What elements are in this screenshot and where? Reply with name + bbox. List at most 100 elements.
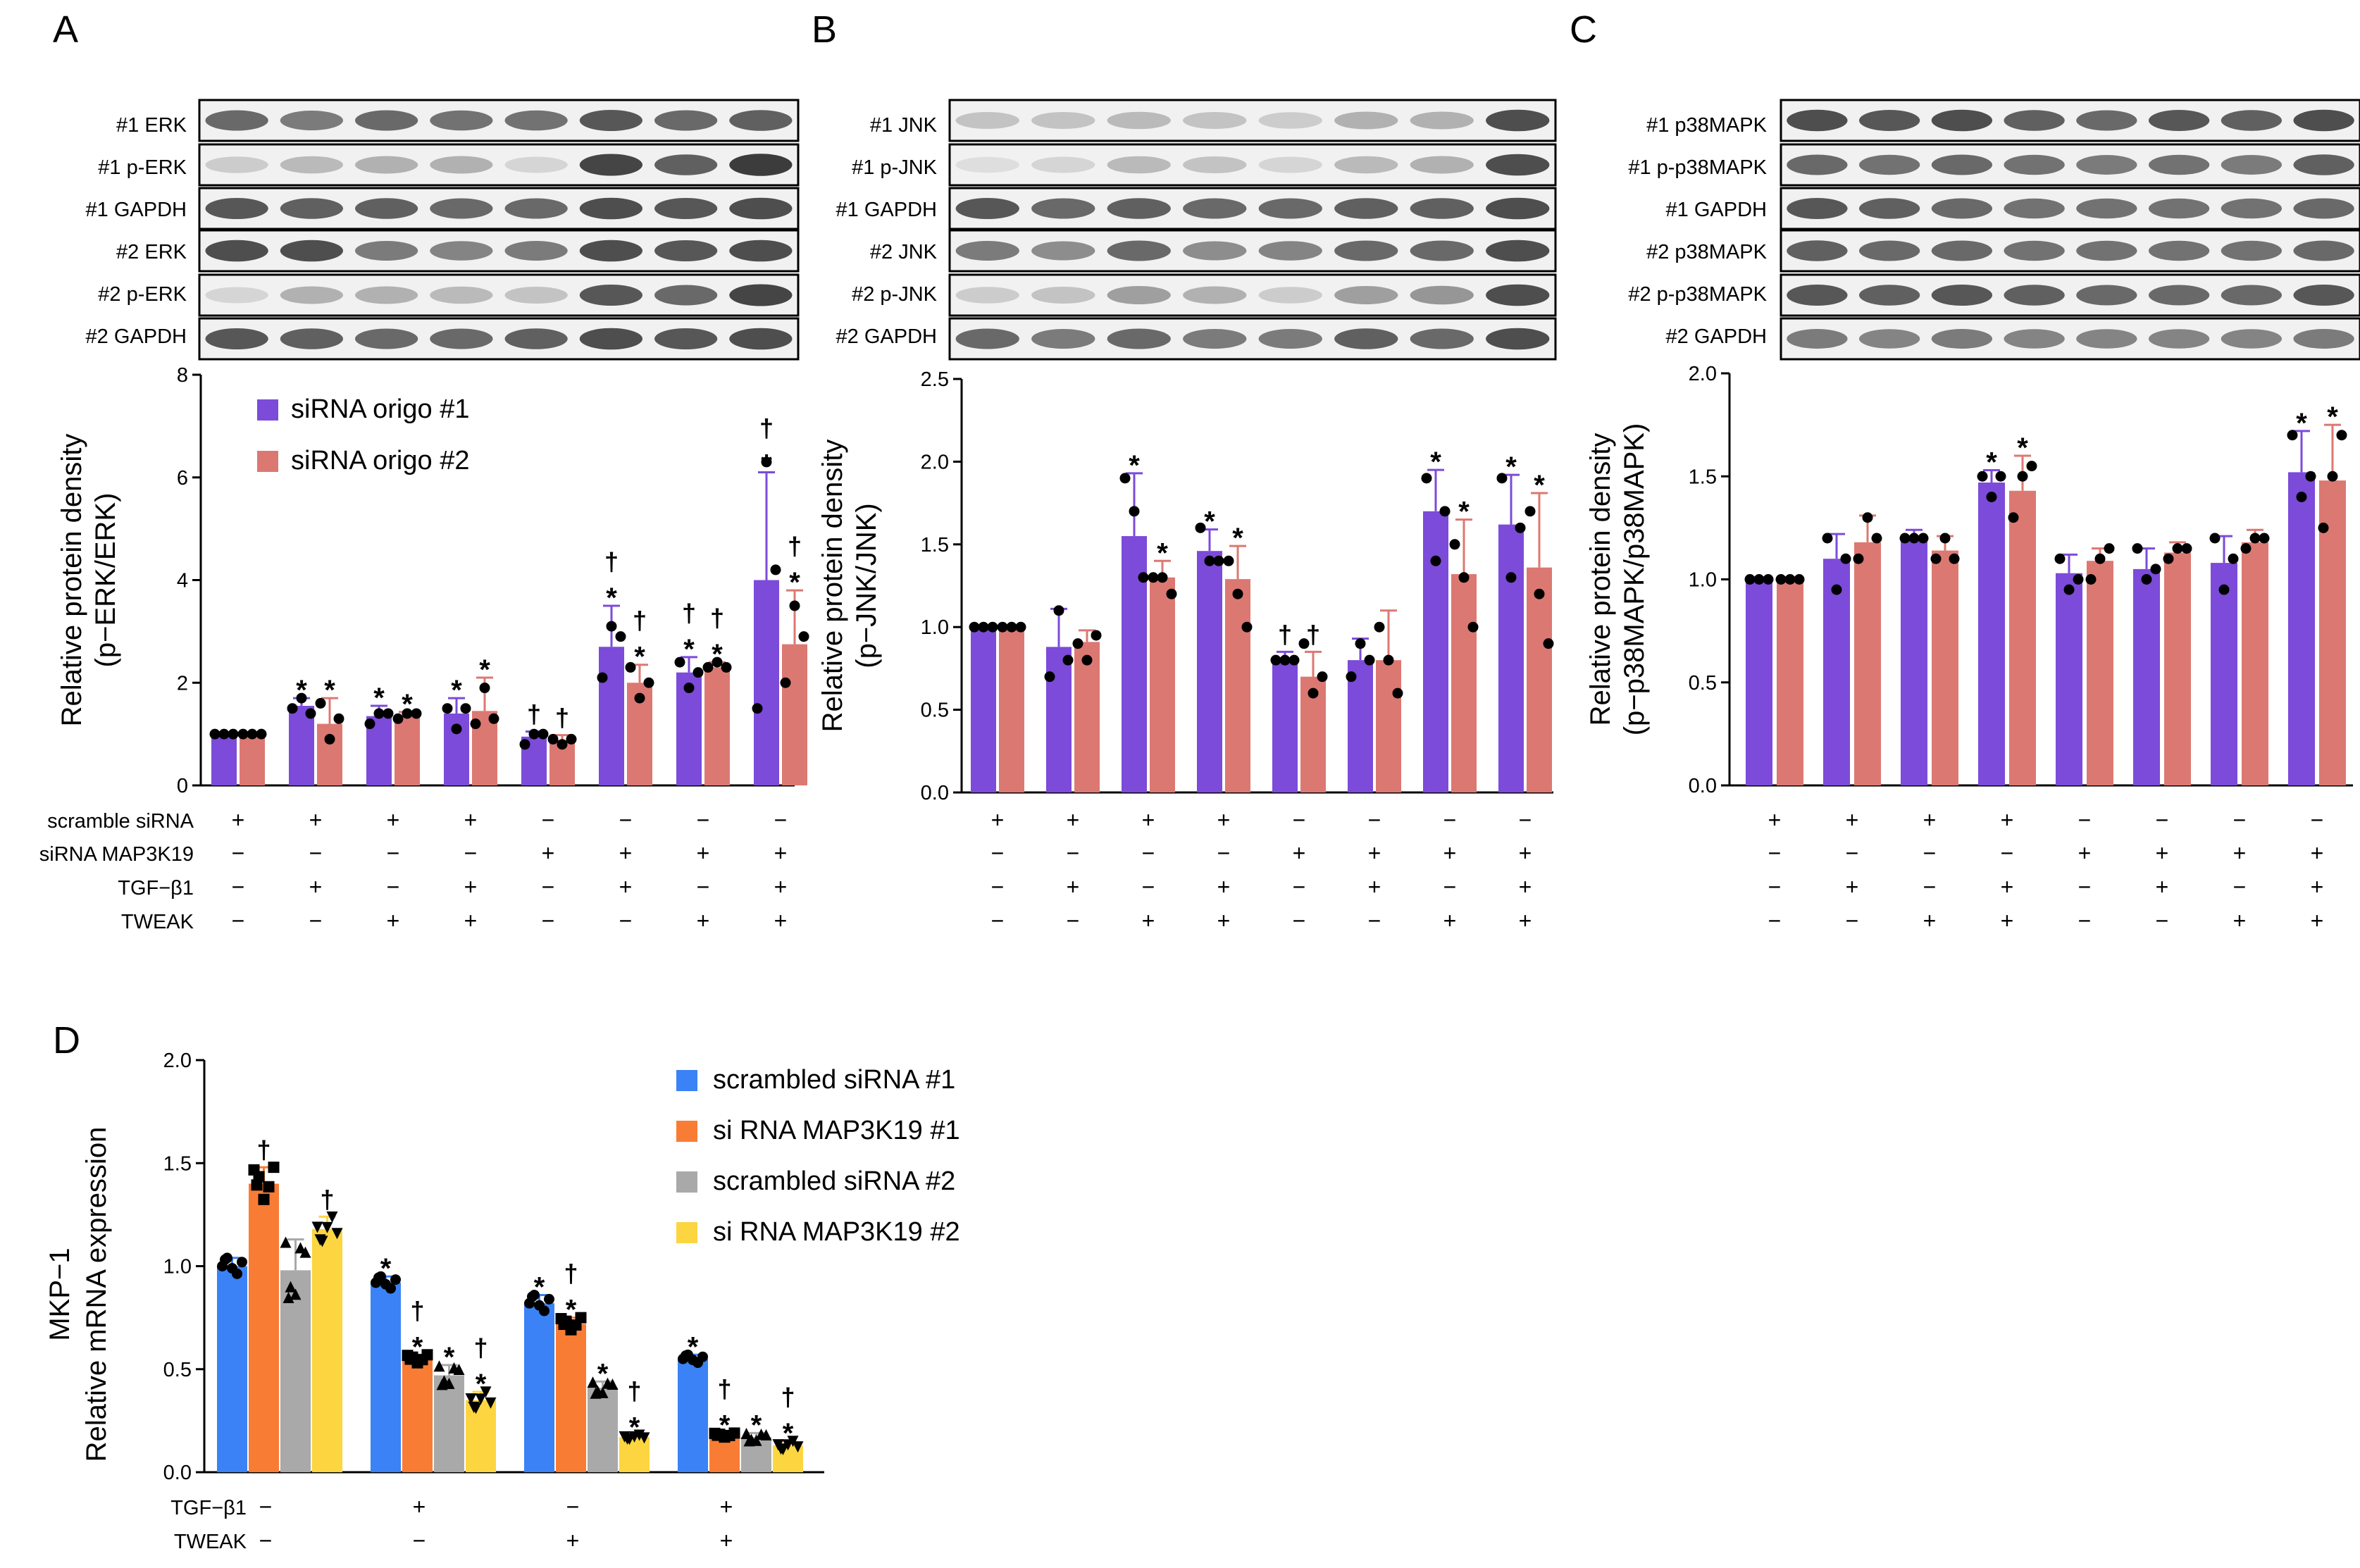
blot-band: [1258, 112, 1322, 129]
condition-symbol: −: [2156, 908, 2169, 933]
condition-symbol: −: [259, 1528, 273, 1553]
data-point: [321, 1221, 333, 1233]
blot-strip: [948, 99, 1557, 142]
bar: [1746, 579, 1772, 785]
significance-mark: †: [1278, 620, 1292, 649]
significance-mark: *: [1232, 523, 1243, 554]
bar: [1978, 483, 2005, 785]
bar: [524, 1303, 554, 1472]
bar: [1046, 647, 1072, 792]
y-tick-label: 2.0: [1689, 363, 1717, 385]
blot-band: [2004, 154, 2065, 175]
condition-symbol: −: [1846, 908, 1859, 933]
significance-mark: *: [1204, 506, 1215, 537]
bar: [1074, 642, 1100, 792]
condition-symbol: +: [309, 807, 323, 833]
blot-band: [654, 110, 718, 131]
significance-mark: *: [597, 1358, 609, 1389]
blot-band: [2148, 240, 2210, 261]
data-point: [643, 677, 654, 688]
blot-band: [504, 110, 568, 131]
bar: [556, 1324, 586, 1472]
y-tick-label: 1.0: [163, 1256, 192, 1278]
blot-band: [2293, 329, 2354, 349]
blot-band: [955, 287, 1019, 304]
condition-symbol: −: [2233, 807, 2247, 833]
blot-strip: [1780, 99, 2360, 142]
data-point: [683, 683, 695, 694]
y-tick-label: 2.5: [921, 368, 949, 391]
condition-symbol: −: [1368, 807, 1381, 833]
condition-symbol: +: [619, 840, 633, 866]
condition-symbol: +: [2078, 840, 2092, 866]
data-point: [750, 1434, 762, 1446]
data-point: [287, 703, 298, 714]
blot-strip: [948, 317, 1557, 361]
data-point: [2259, 533, 2270, 544]
bar: [1823, 559, 1850, 785]
blot-band: [1931, 240, 1993, 261]
data-point: [625, 661, 636, 673]
blot-strip: [948, 273, 1557, 317]
blot-band: [430, 241, 493, 261]
data-point: [247, 728, 258, 740]
data-point: [2132, 543, 2143, 554]
significance-mark: *: [476, 1369, 487, 1400]
bar: [1498, 524, 1524, 792]
blot-band: [504, 241, 568, 261]
blot-band: [1486, 197, 1550, 220]
blot-label: #2 p-p38MAPK: [1628, 283, 1767, 306]
data-point: [331, 1228, 343, 1240]
blot-strip: [198, 99, 800, 142]
significance-mark: *: [606, 583, 617, 614]
significance-mark: †: [320, 1185, 334, 1214]
condition-symbol: −: [464, 840, 478, 866]
blot-band: [1931, 285, 1993, 306]
blot-label: #2 GAPDH: [1666, 325, 1767, 348]
bar: [1777, 579, 1803, 785]
condition-symbol: +: [774, 908, 788, 933]
data-point: [373, 1272, 384, 1283]
data-point: [587, 1376, 599, 1388]
blot-band: [205, 110, 268, 131]
bar: [312, 1228, 342, 1472]
data-point: [539, 1305, 549, 1317]
condition-symbol: −: [542, 908, 555, 933]
condition-symbol: +: [1443, 908, 1457, 933]
condition-label: TWEAK: [174, 1531, 247, 1553]
data-point: [1505, 572, 1517, 583]
bar: [1272, 660, 1298, 792]
condition-symbol: −: [1067, 840, 1080, 866]
data-point: [1392, 687, 1403, 699]
blot-band: [205, 239, 268, 262]
y-tick-label: 6: [177, 467, 188, 490]
data-point: [621, 1433, 633, 1445]
blot-band: [1031, 156, 1095, 173]
blot-band: [1858, 285, 1920, 306]
y-tick-label: 0.5: [921, 699, 949, 722]
condition-symbol: +: [1846, 874, 1859, 900]
blot-band: [729, 110, 793, 131]
bar: [395, 716, 420, 785]
condition-symbol: −: [697, 874, 710, 900]
significance-mark: †: [627, 1376, 641, 1405]
data-point: [519, 739, 530, 750]
condition-symbol: −: [2001, 840, 2014, 866]
blot-band: [729, 328, 793, 350]
condition-label: siRNA MAP3K19: [39, 843, 194, 866]
condition-symbol: +: [1368, 840, 1381, 866]
data-point: [1871, 533, 1882, 544]
data-point: [547, 733, 559, 745]
data-point: [760, 1429, 772, 1441]
blot-band: [1334, 240, 1398, 261]
condition-symbol: −: [1293, 807, 1306, 833]
bar: [211, 734, 237, 785]
condition-symbol: −: [1768, 874, 1782, 900]
data-point: [1918, 533, 1929, 544]
condition-symbol: −: [542, 807, 555, 833]
condition-symbol: +: [232, 807, 245, 833]
blot-band: [1858, 154, 1920, 175]
condition-symbol: −: [566, 1494, 580, 1519]
blot-band: [1858, 329, 1920, 349]
